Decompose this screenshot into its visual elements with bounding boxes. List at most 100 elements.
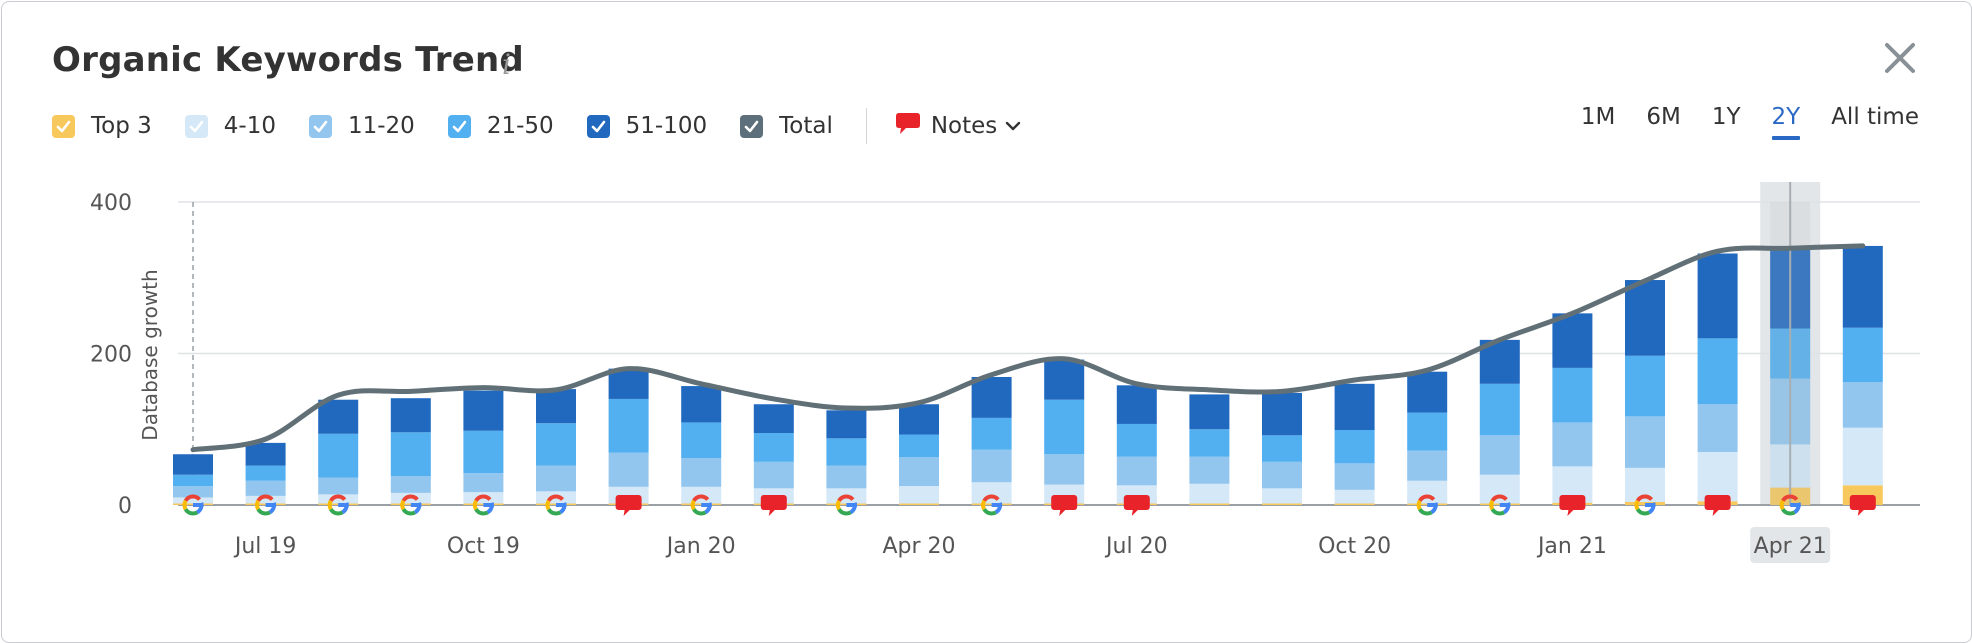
- period-1m[interactable]: 1M: [1580, 104, 1616, 130]
- bar-segment[interactable]: [899, 457, 939, 487]
- bar-segment[interactable]: [536, 389, 576, 424]
- checkbox-icon[interactable]: [586, 114, 610, 138]
- bar-segment[interactable]: [971, 482, 1012, 504]
- bar-segment[interactable]: [1189, 456, 1230, 484]
- close-icon[interactable]: [1882, 40, 1918, 76]
- bar-segment[interactable]: [1334, 489, 1375, 504]
- bar-segment[interactable]: [681, 386, 722, 423]
- bar-segment[interactable]: [1407, 480, 1448, 504]
- checkbox-icon[interactable]: [308, 114, 332, 138]
- bar-segment[interactable]: [681, 458, 722, 487]
- note-marker-icon[interactable]: [1123, 495, 1150, 516]
- bar-segment[interactable]: [1189, 429, 1230, 457]
- bar-segment[interactable]: [753, 433, 794, 462]
- bar-segment[interactable]: [1116, 385, 1157, 424]
- bar-segment[interactable]: [971, 376, 1012, 418]
- note-marker-icon[interactable]: [1051, 495, 1078, 516]
- bar-segment[interactable]: [1262, 392, 1302, 436]
- bar-segment[interactable]: [1842, 245, 1883, 328]
- bar-segment[interactable]: [1044, 399, 1085, 455]
- bar-segment[interactable]: [899, 434, 939, 458]
- bar-segment[interactable]: [536, 465, 576, 492]
- period-1y[interactable]: 1Y: [1711, 104, 1741, 130]
- bar-segment[interactable]: [463, 430, 504, 474]
- bar-segment[interactable]: [1697, 404, 1738, 452]
- bar-segment[interactable]: [390, 398, 431, 433]
- bar-segment[interactable]: [1189, 483, 1230, 504]
- bar-segment[interactable]: [245, 480, 286, 496]
- info-icon[interactable]: i: [502, 48, 511, 81]
- google-update-icon[interactable]: [1634, 494, 1656, 516]
- google-update-icon[interactable]: [182, 494, 204, 516]
- bar-segment[interactable]: [1044, 454, 1085, 485]
- bar-segment[interactable]: [173, 454, 213, 475]
- bar-segment[interactable]: [1552, 313, 1593, 368]
- google-update-icon[interactable]: [1416, 494, 1438, 516]
- period-6m[interactable]: 6M: [1646, 104, 1681, 130]
- legend-item-51-100[interactable]: 51-100: [586, 113, 707, 139]
- bar-segment[interactable]: [1697, 451, 1738, 502]
- bar-segment[interactable]: [1479, 474, 1520, 504]
- bar-segment[interactable]: [899, 486, 939, 504]
- bar-segment[interactable]: [1262, 461, 1302, 489]
- note-marker-icon[interactable]: [615, 495, 642, 516]
- bar-segment[interactable]: [390, 432, 431, 477]
- google-update-icon[interactable]: [1779, 494, 1801, 516]
- bar-segment[interactable]: [1044, 359, 1085, 400]
- bar-segment[interactable]: [1262, 503, 1302, 505]
- legend-item-4-10[interactable]: 4-10: [184, 113, 276, 139]
- bar-segment[interactable]: [1479, 383, 1520, 436]
- bar-segment[interactable]: [1842, 427, 1883, 486]
- google-update-icon[interactable]: [981, 494, 1003, 516]
- bar-segment[interactable]: [1262, 435, 1302, 462]
- bar-segment[interactable]: [1189, 503, 1230, 505]
- bar-segment[interactable]: [1842, 382, 1883, 428]
- bar-segment[interactable]: [1479, 435, 1520, 475]
- bar-segment[interactable]: [899, 404, 939, 435]
- bar-segment[interactable]: [826, 410, 867, 439]
- checkbox-icon[interactable]: [52, 114, 75, 138]
- bar-segment[interactable]: [608, 368, 649, 399]
- bar-segment[interactable]: [1625, 355, 1665, 417]
- bar-segment[interactable]: [390, 476, 431, 493]
- google-update-icon[interactable]: [327, 494, 349, 516]
- google-update-icon[interactable]: [255, 494, 277, 516]
- legend-item-11-20[interactable]: 11-20: [308, 113, 415, 139]
- legend-item-top-3[interactable]: Top 3: [52, 113, 152, 139]
- bar-segment[interactable]: [173, 474, 213, 487]
- bar-segment[interactable]: [1697, 253, 1738, 339]
- bar-segment[interactable]: [1697, 338, 1738, 405]
- period-2y[interactable]: 2Y: [1771, 104, 1800, 140]
- bar-segment[interactable]: [1625, 280, 1665, 356]
- bar-segment[interactable]: [318, 433, 359, 478]
- bar-segment[interactable]: [1552, 422, 1593, 467]
- bar-segment[interactable]: [608, 452, 649, 487]
- bar-segment[interactable]: [826, 438, 867, 466]
- bar-segment[interactable]: [1334, 503, 1375, 505]
- bar-segment[interactable]: [753, 461, 794, 489]
- bar-segment[interactable]: [1334, 383, 1375, 431]
- bar-segment[interactable]: [1625, 416, 1665, 468]
- bar-segment[interactable]: [245, 442, 286, 466]
- google-update-icon[interactable]: [400, 494, 422, 516]
- google-update-icon[interactable]: [835, 494, 857, 516]
- bar-segment[interactable]: [1116, 423, 1157, 457]
- bar-segment[interactable]: [1262, 488, 1302, 504]
- bar-segment[interactable]: [318, 399, 359, 434]
- legend-item-total[interactable]: Total: [740, 113, 833, 139]
- bar-segment[interactable]: [1842, 327, 1883, 383]
- bar-segment[interactable]: [971, 417, 1012, 450]
- bar-segment[interactable]: [1334, 430, 1375, 464]
- legend-item-21-50[interactable]: 21-50: [447, 113, 554, 139]
- google-update-icon[interactable]: [690, 494, 712, 516]
- bar-segment[interactable]: [1189, 394, 1230, 430]
- checkbox-icon[interactable]: [740, 114, 764, 138]
- bar-segment[interactable]: [1407, 412, 1448, 451]
- bar-segment[interactable]: [681, 422, 722, 459]
- bar-segment[interactable]: [753, 404, 794, 434]
- note-marker-icon[interactable]: [1849, 495, 1876, 516]
- note-marker-icon[interactable]: [1704, 495, 1731, 516]
- bar-segment[interactable]: [245, 495, 286, 504]
- bar-segment[interactable]: [536, 423, 576, 466]
- bar-segment[interactable]: [826, 465, 867, 489]
